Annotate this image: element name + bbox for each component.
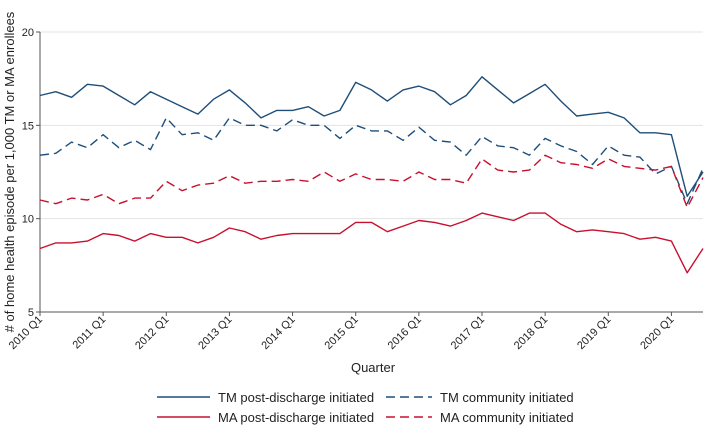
series-line-ma-community-initiated bbox=[39, 154, 704, 209]
x-axis-title: Quarter bbox=[351, 360, 396, 375]
legend-label-ma-post-discharge: MA post-discharge initiated bbox=[218, 410, 374, 425]
x-tick-label: 2012 Q1 bbox=[133, 314, 171, 352]
x-tick-label: 2017 Q1 bbox=[449, 314, 487, 352]
series-line-tm-community-initiated bbox=[39, 117, 704, 205]
legend-label-ma-community: MA community initiated bbox=[440, 410, 574, 425]
y-axis-title: # of home health episode per 1,000 TM or… bbox=[2, 11, 17, 332]
legend: TM post-discharge initiated MA post-disc… bbox=[157, 390, 574, 425]
legend-label-tm-community: TM community initiated bbox=[440, 390, 574, 405]
legend-label-tm-post-discharge: TM post-discharge initiated bbox=[218, 390, 374, 405]
axes: # of home health episode per 1,000 TM or… bbox=[2, 11, 703, 375]
y-tick-label: 5 bbox=[28, 307, 34, 319]
series-line-ma-post-discharge-initiated bbox=[39, 212, 704, 274]
x-tick-label: 2019 Q1 bbox=[575, 314, 613, 352]
x-tick-label: 2011 Q1 bbox=[71, 314, 109, 352]
x-tick-label: 2015 Q1 bbox=[323, 314, 361, 352]
y-tick-label: 20 bbox=[22, 27, 34, 39]
gridlines bbox=[40, 31, 703, 313]
x-tick-label: 2018 Q1 bbox=[512, 314, 550, 352]
x-tick-label: 2016 Q1 bbox=[386, 314, 424, 352]
x-tick-label: 2013 Q1 bbox=[196, 314, 234, 352]
x-tick-label: 2020 Q1 bbox=[638, 314, 676, 352]
series-lines bbox=[39, 76, 704, 274]
x-tick-label: 2014 Q1 bbox=[259, 314, 297, 352]
y-tick-label: 10 bbox=[22, 214, 34, 226]
series-line-tm-post-discharge-initiated bbox=[39, 76, 704, 198]
y-tick-label: 15 bbox=[22, 120, 34, 132]
